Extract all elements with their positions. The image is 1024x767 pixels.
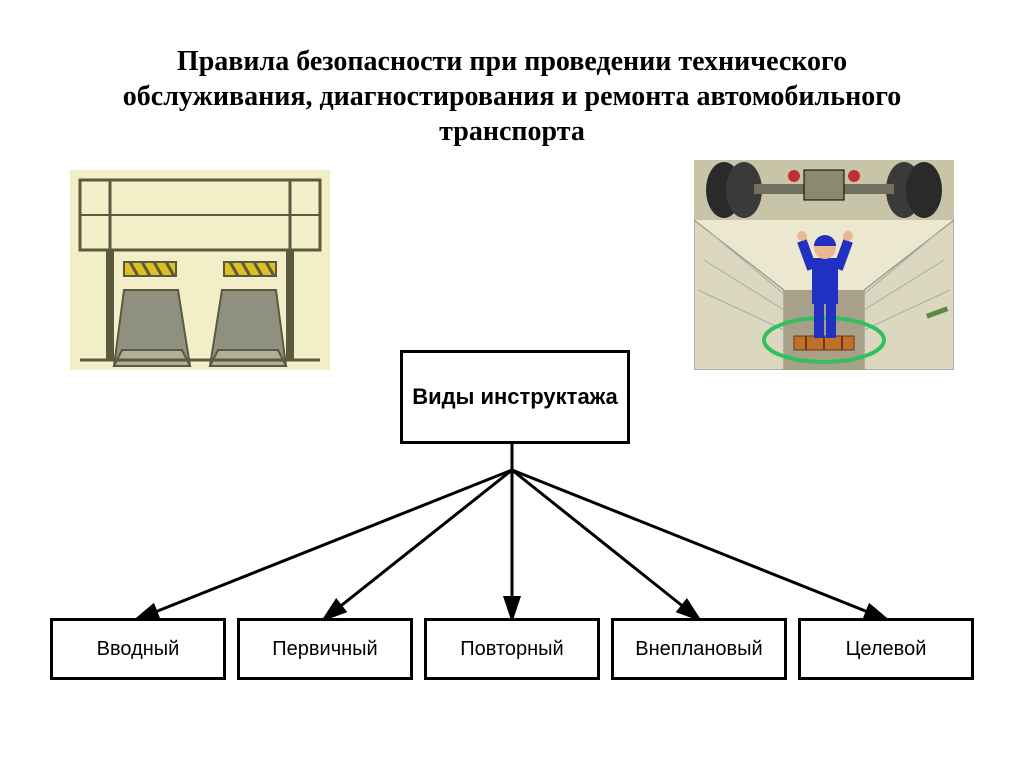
diagram-leaf-box: Внеплановый (611, 618, 787, 680)
diagram-leaf-box: Целевой (798, 618, 974, 680)
instruction-types-diagram: Виды инструктажа Вводный Первичный Повто… (0, 350, 1024, 750)
title-line-3: транспорта (439, 116, 585, 147)
diagram-root-box: Виды инструктажа (400, 350, 630, 444)
diagram-leaf-label: Внеплановый (635, 638, 762, 661)
diagram-leaf-label: Вводный (97, 638, 180, 661)
diagram-leaf-row: Вводный Первичный Повторный Внеплановый … (50, 618, 974, 680)
diagram-leaf-box: Первичный (237, 618, 413, 680)
diagram-leaf-box: Вводный (50, 618, 226, 680)
diagram-leaf-label: Целевой (846, 638, 927, 661)
title-line-1: Правила безопасности при проведении техн… (177, 46, 847, 77)
page-title: Правила безопасности при проведении техн… (0, 44, 1024, 149)
diagram-leaf-label: Первичный (272, 638, 377, 661)
diagram-leaf-box: Повторный (424, 618, 600, 680)
diagram-root-label: Виды инструктажа (412, 384, 618, 410)
inspection-lift-illustration (70, 170, 330, 370)
diagram-leaf-label: Повторный (460, 638, 563, 661)
worker-in-pit-illustration (694, 160, 954, 370)
title-line-2: обслуживания, диагностирования и ремонта… (123, 81, 901, 112)
